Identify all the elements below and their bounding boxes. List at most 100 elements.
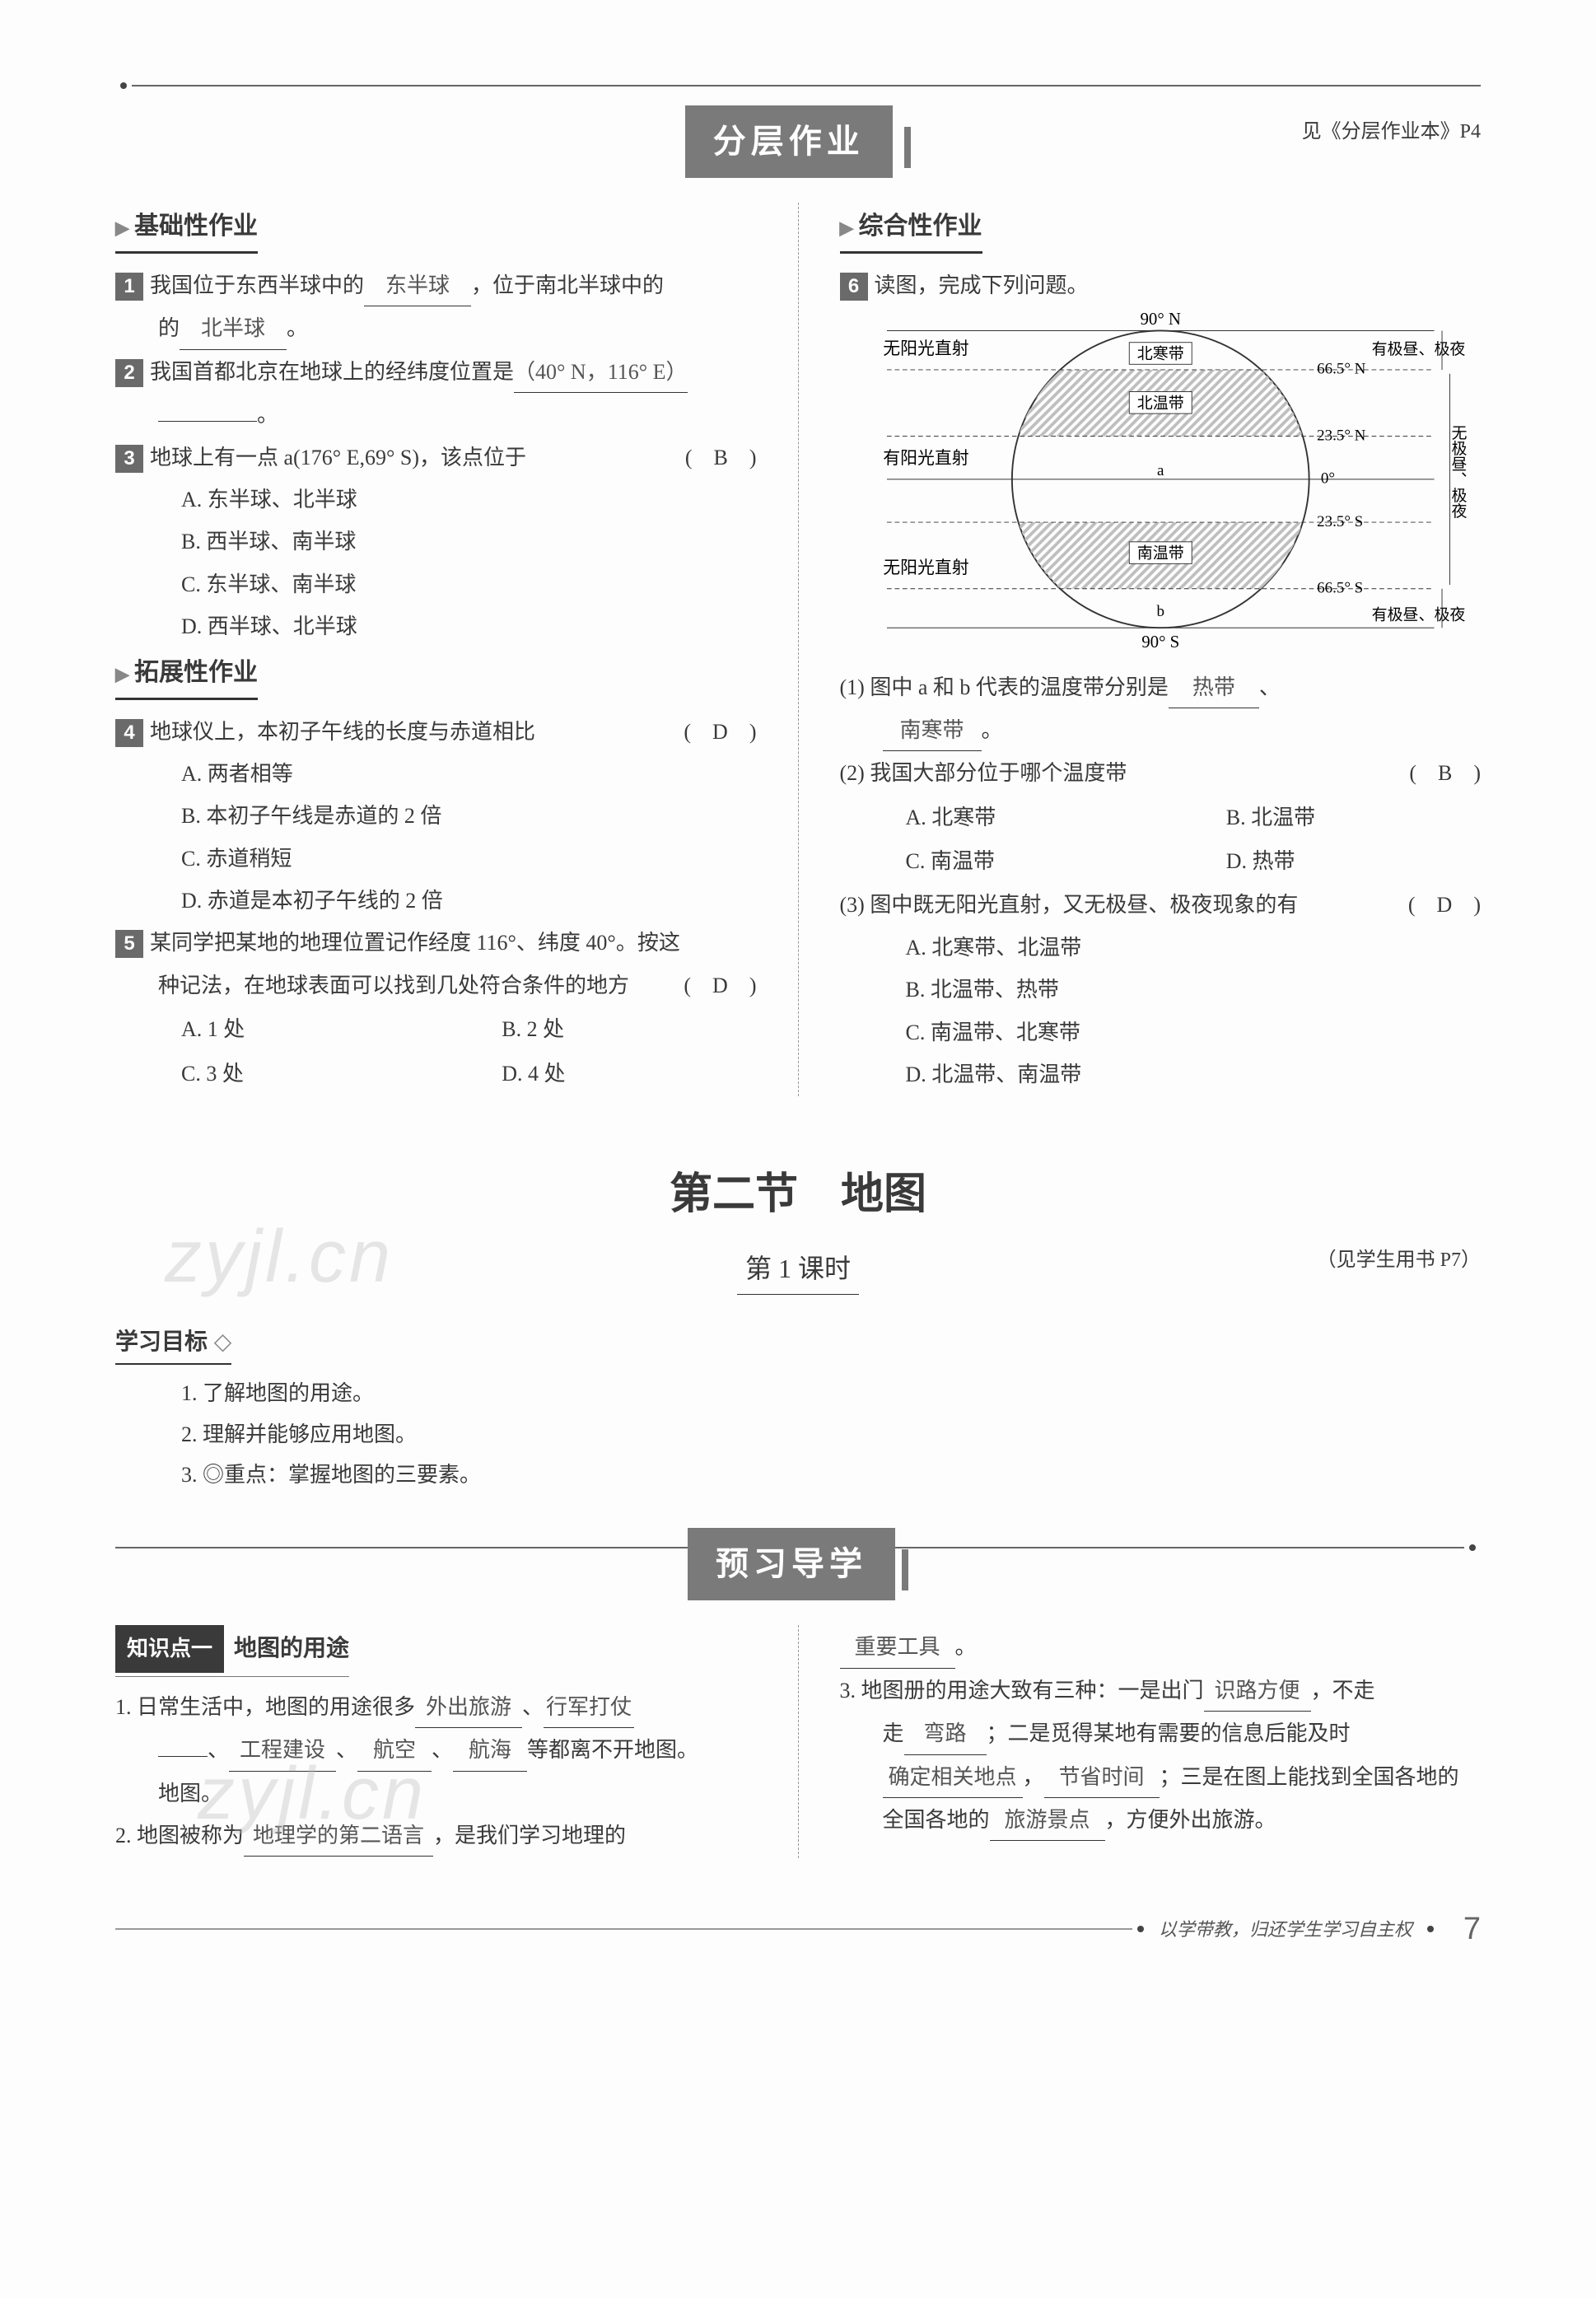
dg-lab2: 有阳光直射 — [883, 448, 968, 468]
q1-num: 1 — [115, 273, 143, 301]
q3-C: C. 东半球、南半球 — [115, 564, 757, 605]
banner-tail — [904, 127, 911, 168]
q1: 1我国位于东西半球中的东半球，位于南北半球中的 — [115, 265, 757, 306]
q5-stem2: 种记法，在地球表面可以找到几处符合条件的地方 — [158, 974, 629, 997]
lesson-row: 第 1 课时 （见学生用书 P7） — [115, 1235, 1481, 1295]
q6-3-paren: ( D ) — [1408, 885, 1481, 925]
kp3-s3: ， — [1023, 1765, 1044, 1789]
heading-basic: 基础性作业 — [115, 203, 258, 254]
kp3-pre: 3. 地图册的用途大致有三种：一是出门 — [840, 1679, 1204, 1702]
obj-1: 1. 了解地图的用途。 — [181, 1373, 1481, 1413]
kp3-s4: ；三是在图上能找到全国各地的 — [1160, 1765, 1459, 1789]
q1-end: 。 — [287, 316, 308, 340]
lesson-sub: 第 1 课时 — [737, 1244, 859, 1295]
q6-1-end: 。 — [982, 718, 1003, 742]
dg-z3: 南温带 — [1136, 544, 1183, 563]
q3-num: 3 — [115, 445, 143, 473]
section-block: zyjl.cn 第二节 地图 第 1 课时 （见学生用书 P7） — [115, 1154, 1481, 1295]
q6-2-ans: B — [1438, 761, 1452, 785]
kp1-s3: 、 — [336, 1738, 357, 1762]
obj-2: 2. 理解并能够应用地图。 — [181, 1414, 1481, 1455]
q1-ans2: 北半球 — [180, 308, 287, 349]
rule-dot — [120, 82, 127, 89]
q3-ans: B — [713, 446, 727, 469]
kp1c: 地图。 — [115, 1773, 757, 1814]
banner-main: 分层作业 — [685, 105, 893, 178]
banner2-row: 预习导学 — [115, 1544, 1481, 1600]
rule-dot-2 — [1469, 1544, 1476, 1551]
footer-dot-2 — [1427, 1926, 1434, 1932]
q6-2-D: D. 热带 — [1160, 841, 1481, 881]
q3-A: A. 东半球、北半球 — [115, 479, 757, 520]
dg-a: a — [1157, 463, 1164, 480]
objectives-list: 1. 了解地图的用途。 2. 理解并能够应用地图。 3. ◎重点：掌握地图的三要… — [115, 1373, 1481, 1495]
kp-columns: zyjl.cn 知识点一地图的用途 1. 日常生活中，地图的用途很多外出旅游、行… — [115, 1625, 1481, 1858]
kp1-s4: 、 — [432, 1738, 453, 1762]
obj-3: 3. ◎重点：掌握地图的三要素。 — [181, 1455, 1481, 1495]
q6-num: 6 — [840, 273, 868, 301]
kp1-a2b — [158, 1756, 208, 1757]
q2-ans: （40° N，116° E） — [514, 352, 688, 393]
q4: 4地球仪上，本初子午线的长度与赤道相比 ( D ) — [115, 712, 757, 752]
lesson-ref: （见学生用书 P7） — [1317, 1242, 1481, 1280]
q6: 6 读图，完成下列问题。 — [840, 265, 1482, 306]
q6-stem: 读图，完成下列问题。 — [875, 273, 1089, 297]
dg-d1: 66.5° N — [1317, 361, 1366, 378]
kp2: 2. 地图被称为地理学的第二语言，是我们学习地理的 — [115, 1815, 757, 1857]
kp-right: 重要工具。 3. 地图册的用途大致有三种：一是出门识路方便，不走 走弯路；二是觅… — [840, 1625, 1482, 1858]
kp1-mid: 等都离不开地图。 — [527, 1738, 698, 1762]
footer-motto: 以学带教，归还学生学习自主权 — [1159, 1913, 1412, 1947]
banner-preview: 预习导学 — [688, 1528, 895, 1600]
q3-B: B. 西半球、南半球 — [115, 521, 757, 562]
q2-end: 。 — [257, 403, 278, 427]
q6-1: (1) 图中 a 和 b 代表的温度带分别是热带、 — [840, 667, 1482, 708]
kp-title: 地图的用途 — [234, 1635, 349, 1660]
q4-C: C. 赤道稍短 — [115, 838, 757, 879]
kp1-a2: 行军打仗 — [544, 1687, 634, 1728]
banner2-tail — [902, 1549, 908, 1590]
q4-num: 4 — [115, 719, 143, 747]
q4-D: D. 赤道是本初子午线的 2 倍 — [115, 880, 757, 921]
kp1: 1. 日常生活中，地图的用途很多外出旅游、行军打仗 — [115, 1687, 757, 1728]
kp3: 3. 地图册的用途大致有三种：一是出门识路方便，不走 — [840, 1670, 1482, 1712]
q6-1b: 南寒带。 — [840, 710, 1482, 751]
dg-lab1: 无阳光直射 — [883, 339, 968, 358]
kp1-s2: 、 — [208, 1738, 229, 1762]
kp3-end: ，方便外出旅游。 — [1105, 1808, 1276, 1832]
q4-stem: 地球仪上，本初子午线的长度与赤道相比 — [150, 720, 535, 744]
q1-pre: 我国位于东西半球中的 — [150, 273, 364, 297]
kp2-mid: ，是我们学习地理的 — [433, 1824, 626, 1847]
kp3d: 全国各地的旅游景点，方便外出旅游。 — [840, 1800, 1482, 1841]
q4-A: A. 两者相等 — [115, 754, 757, 794]
q3-stem: 地球上有一点 a(176° E,69° S)，该点位于 — [150, 446, 526, 469]
kp1-pre: 1. 日常生活中，地图的用途很多 — [115, 1695, 415, 1719]
dg-z2: 北温带 — [1136, 395, 1183, 413]
q5-stem1: 某同学把某地的地理位置记作经度 116°、纬度 40°。按这 — [150, 931, 680, 955]
q3: 3地球上有一点 a(176° E,69° S)，该点位于 ( B ) — [115, 437, 757, 478]
dg-lab3: 无阳光直射 — [883, 558, 968, 577]
q6-3-A: A. 北寒带、北温带 — [840, 927, 1482, 968]
footer-dot-1 — [1137, 1926, 1144, 1932]
kp2-end: 。 — [955, 1635, 977, 1659]
q5-ans: D — [712, 974, 728, 997]
q6-1-a1: 热带 — [1169, 667, 1259, 708]
kp1-a5: 航海 — [453, 1730, 527, 1771]
kp2r: 重要工具。 — [840, 1627, 1482, 1668]
q5-num: 5 — [115, 930, 143, 958]
q6-3-B: B. 北温带、热带 — [840, 969, 1482, 1010]
kp3-s1: ，不走 — [1311, 1679, 1375, 1702]
q3-D: D. 西半球、北半球 — [115, 606, 757, 647]
right-col: 综合性作业 6读图，完成下列问题。 90° N — [840, 203, 1482, 1096]
dg-n1: 有极昼、极夜 — [1371, 340, 1465, 358]
q6-1-pre: (1) 图中 a 和 b 代表的温度带分别是 — [840, 675, 1169, 699]
kp2-pre: 2. 地图被称为 — [115, 1824, 244, 1847]
heading-comp: 综合性作业 — [840, 203, 982, 254]
kp2-a2: 重要工具 — [840, 1627, 955, 1668]
dg-d2: 23.5° N — [1317, 427, 1366, 445]
footer-rule — [115, 1928, 1132, 1930]
q2-pre: 我国首都北京在地球上的经纬度位置是 — [150, 360, 514, 384]
left-col: 基础性作业 1我国位于东西半球中的东半球，位于南北半球中的 的北半球。 2我国首… — [115, 203, 757, 1096]
q1-pre2: 的 — [158, 316, 180, 340]
q6-2: (2) 我国大部分位于哪个温度带( B ) — [840, 753, 1482, 793]
q6-3-C: C. 南温带、北寒带 — [840, 1012, 1482, 1053]
